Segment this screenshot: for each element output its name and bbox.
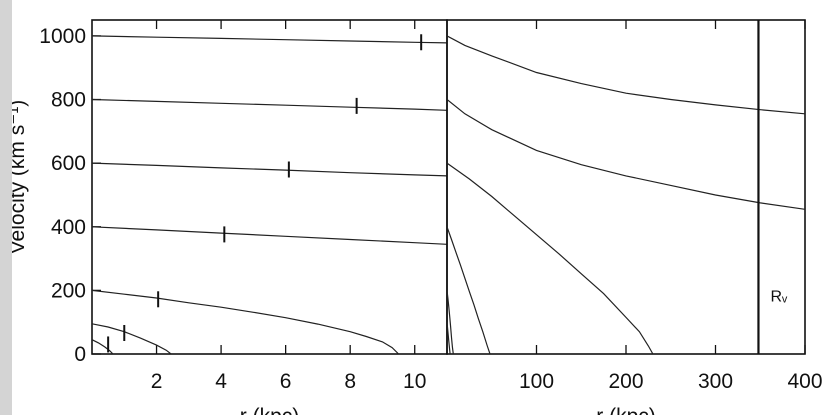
panel-2-xlabel: r (kpc)	[596, 405, 656, 415]
panel-1-ytick-label-0: 0	[74, 343, 86, 366]
panel-1-ytick-label-400: 400	[51, 216, 86, 239]
panel-1-xtick-label-8: 8	[344, 370, 356, 393]
panel-2-series-4	[447, 226, 491, 354]
left-edge-strip	[0, 0, 12, 415]
panel-1-ytick-label-600: 600	[51, 152, 86, 175]
panel-1-series-2	[92, 98, 447, 111]
panel-1-frame	[91, 19, 448, 355]
panel-1-series-6	[92, 323, 172, 354]
panel-2-series-2	[447, 99, 805, 210]
panel-2-series-1	[447, 35, 805, 115]
panel-1-series-3	[92, 162, 447, 177]
panel-1-ytick-label-200: 200	[51, 279, 86, 302]
panel-1-xtick-label-4: 4	[215, 370, 227, 393]
panel-1-xtick-label-10: 10	[403, 370, 426, 393]
panel-1-xlabel: r (kpc)	[240, 405, 300, 415]
panel-1-series-1	[92, 35, 447, 44]
panel-1-ytick-label-1000: 1000	[39, 25, 86, 48]
panel-1-series-7	[92, 339, 114, 354]
panel-2-series-3	[447, 162, 654, 354]
panel-1-series-5	[92, 289, 400, 354]
panel-2-xtick-label-100: 100	[519, 370, 554, 393]
panel-2-frame	[446, 19, 806, 355]
panel-2-xtick-label-400: 400	[787, 370, 822, 393]
panel-2-series-6	[447, 322, 451, 354]
panel-1-ytick-label-800: 800	[51, 89, 86, 112]
panel-2-rv-label: Rᵥ	[770, 289, 788, 306]
panel-1-xtick-label-2: 2	[151, 370, 163, 393]
panel-1-series-4	[92, 226, 447, 245]
panel-2-xtick-label-200: 200	[608, 370, 643, 393]
panel-2-xtick-label-300: 300	[698, 370, 733, 393]
panel-1-xtick-label-6: 6	[280, 370, 292, 393]
panel-2-series-5	[447, 290, 454, 354]
